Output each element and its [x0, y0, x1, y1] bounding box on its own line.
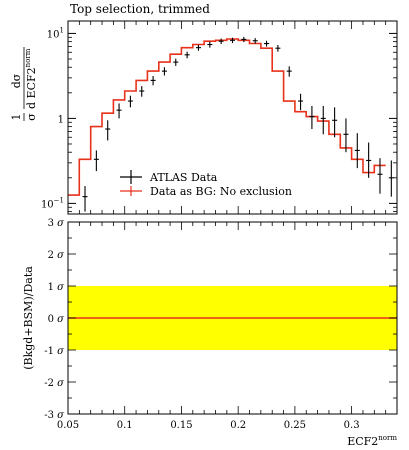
legend-bg-label: Data as BG: No exclusion	[150, 185, 292, 198]
x-axis-label: ECF2norm	[347, 434, 397, 448]
x-tick-label: 0.25	[284, 420, 306, 431]
ratio-panel: 3 σ2 σ1 σ0 σ-1 σ-2 σ-3 σ0.05 0.1 0.15 0.2 0.…	[22, 218, 398, 448]
ratio-y-tick-label: 2 σ	[48, 250, 66, 261]
main-y-tick-base: 10	[47, 29, 60, 40]
legend-data-label: ATLAS Data	[149, 171, 218, 184]
ratio-y-tick-value: -2	[44, 378, 54, 389]
ratio-y-tick-value: 0	[48, 314, 54, 325]
ratio-y-tick-value: 1	[48, 282, 54, 293]
ratio-y-tick-value: -1	[44, 346, 54, 357]
ratio-y-tick-unit: σ	[54, 250, 65, 261]
ratio-y-tick-label: -2 σ	[44, 378, 65, 389]
main-y-label-sigma: σ	[25, 113, 38, 121]
main-y-label-denominator: d ECF2norm	[24, 48, 38, 109]
main-y-tick-label: 101	[47, 26, 64, 40]
x-tick-label: 0.1	[117, 420, 133, 431]
main-y-tick-exponent: 1	[60, 26, 64, 34]
ratio-frame	[67, 221, 398, 415]
x-axis-label-sup: norm	[378, 434, 397, 442]
ratio-y-tick-label: 0 σ	[48, 314, 66, 325]
main-y-tick-label: 10−1	[41, 196, 64, 210]
ratio-y-tick-value: 3	[48, 218, 54, 229]
main-y-label-numerator: dσ	[10, 73, 23, 88]
ratio-y-tick-label: 3 σ	[48, 218, 66, 229]
ratio-y-tick-value: 2	[48, 250, 54, 261]
main-y-label-variable-sup: norm	[24, 48, 32, 67]
x-tick-label: 0.2	[230, 420, 246, 431]
ratio-y-tick-unit: σ	[54, 410, 65, 421]
ratio-y-tick-label: -1 σ	[44, 346, 65, 357]
main-y-axis-label: 1 σ dσ d ECF2norm	[10, 47, 38, 121]
chart-title: Top selection, trimmed	[70, 2, 210, 16]
main-y-label-one: 1	[10, 114, 23, 121]
x-tick-label: 0.3	[344, 420, 360, 431]
ratio-y-tick-unit: σ	[54, 218, 65, 229]
series-bg-step-line	[68, 38, 386, 196]
main-y-tick-label: 1	[58, 114, 64, 125]
x-tick-label: 0.05	[57, 420, 79, 431]
x-axis-label-base: ECF2	[347, 435, 378, 448]
ratio-y-tick-label: -3 σ	[44, 410, 65, 421]
ratio-y-tick-unit: σ	[54, 346, 65, 357]
x-tick-label: 0.15	[170, 420, 192, 431]
main-y-label-variable: d ECF2	[25, 67, 38, 109]
ratio-y-axis-label: (Bkgd+BSM)/Data	[22, 266, 35, 370]
ratio-y-tick-value: -3	[44, 410, 54, 421]
main-frame	[67, 20, 398, 215]
main-y-tick-exponent: −1	[54, 196, 64, 204]
ratio-y-tick-unit: σ	[54, 282, 65, 293]
main-y-tick-base: 1	[58, 114, 64, 125]
ratio-y-tick-unit: σ	[54, 378, 65, 389]
ratio-y-tick-label: 1 σ	[48, 282, 66, 293]
main-y-tick-base: 10	[41, 199, 54, 210]
ratio-y-tick-unit: σ	[54, 314, 65, 325]
